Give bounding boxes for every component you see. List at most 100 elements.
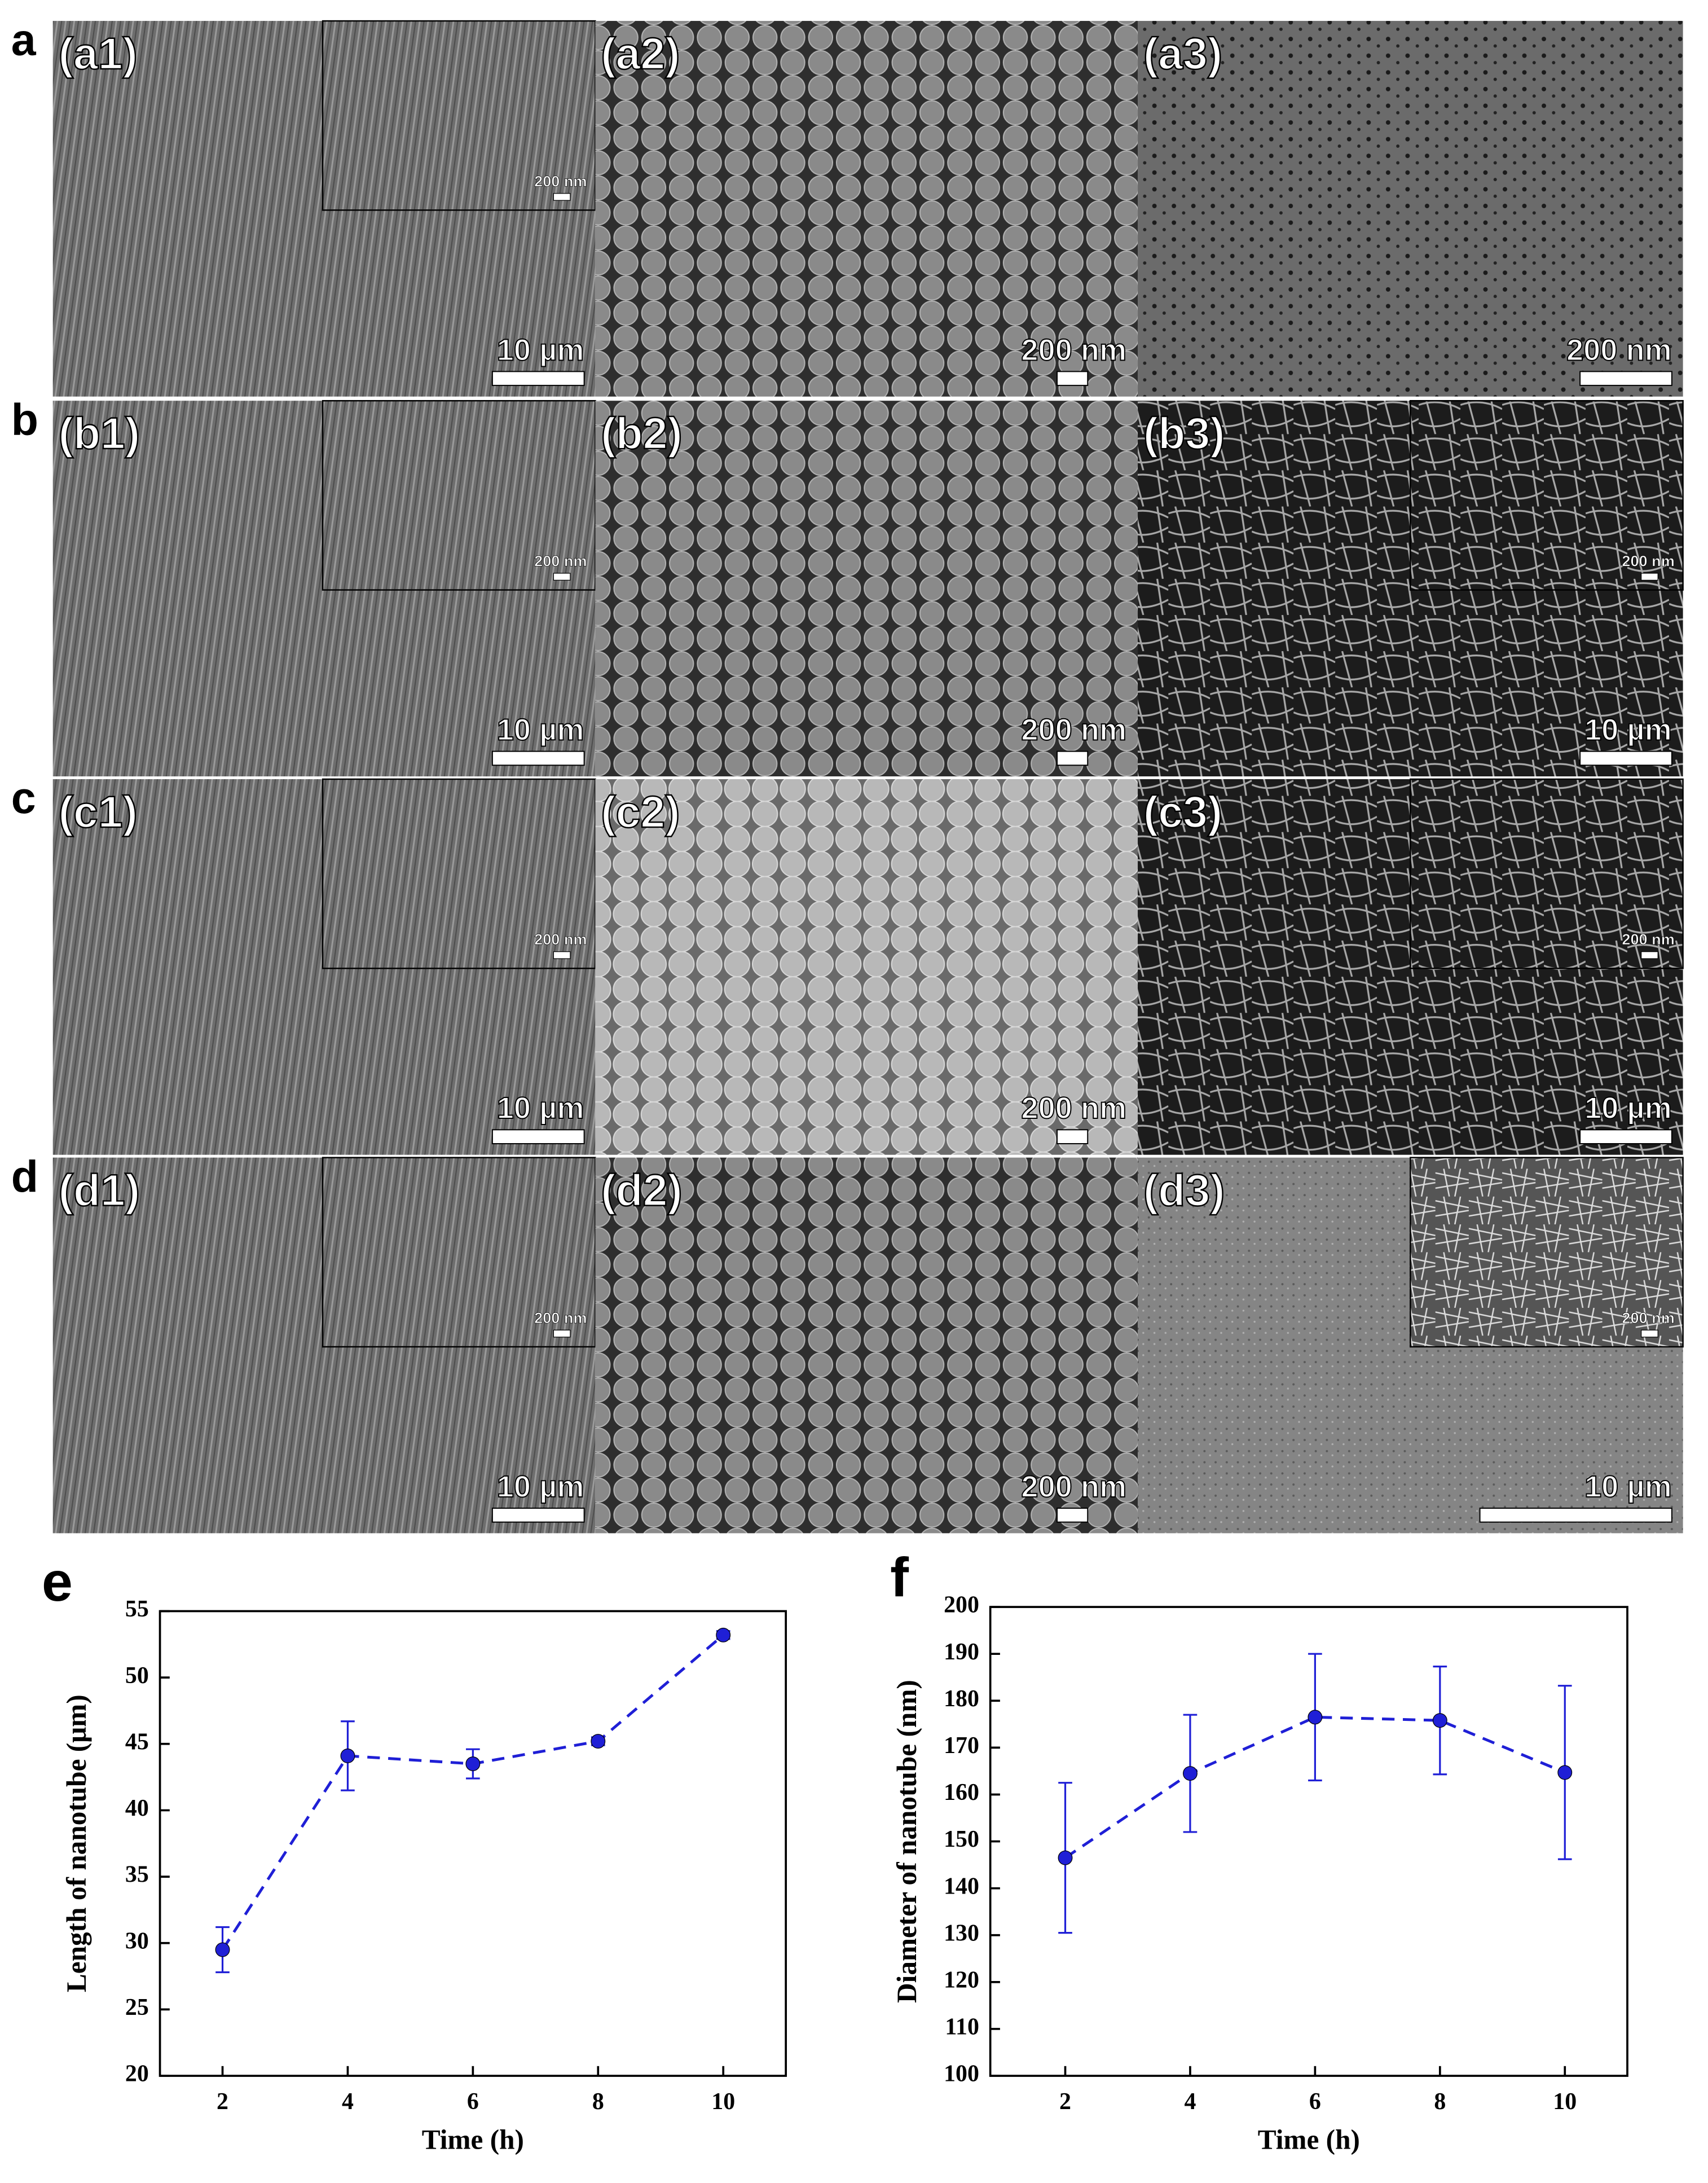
x-tick-label: 10 <box>1553 2089 1577 2115</box>
scale-bar <box>1579 750 1672 766</box>
panel-label: (c1) <box>59 787 138 837</box>
panel-label: (c3) <box>1143 787 1222 837</box>
panel-label: (b2) <box>601 409 683 458</box>
data-line <box>221 1633 724 1951</box>
y-tick-label: 180 <box>944 1686 979 1712</box>
scale-bar <box>1057 750 1089 766</box>
sem-image <box>595 1157 1138 1534</box>
scale-bar <box>1057 1129 1089 1144</box>
inset-scale-bar <box>553 951 571 959</box>
x-tick-label: 4 <box>342 2089 354 2115</box>
inset-scale-label: 200 nm <box>534 172 587 190</box>
panel-label: (b3) <box>1143 409 1225 458</box>
scale-label: 10 µm <box>497 713 584 746</box>
inset-scale-bar <box>553 1329 571 1338</box>
scale-bar <box>491 371 585 386</box>
sem-image <box>595 401 1138 776</box>
panel-label: (a2) <box>601 29 680 78</box>
y-tick-label: 100 <box>944 2061 979 2087</box>
data-point <box>340 1749 355 1763</box>
scale-label: 10 µm <box>497 333 584 367</box>
y-tick-label: 190 <box>944 1639 979 1665</box>
data-point <box>1557 1765 1573 1780</box>
y-tick-label: 45 <box>125 1729 149 1755</box>
panel-label: (d1) <box>59 1166 140 1215</box>
scale-label: 10 µm <box>1584 1470 1672 1504</box>
data-point <box>591 1734 606 1749</box>
row-letter: d <box>11 1152 38 1201</box>
scale-bar <box>491 1508 585 1523</box>
panel-label: (c2) <box>601 787 680 837</box>
scale-bar <box>1479 1508 1672 1523</box>
x-axis-label: Time (h) <box>1258 2124 1360 2155</box>
panel-letter: e <box>42 1550 73 1613</box>
x-tick-label: 2 <box>217 2089 228 2115</box>
scale-bar <box>491 1129 585 1144</box>
scale-label: 200 nm <box>1021 1091 1126 1125</box>
y-tick-label: 170 <box>944 1733 979 1759</box>
sem-inset <box>322 20 596 211</box>
sem-inset <box>1410 778 1684 969</box>
panel-letter: f <box>890 1547 909 1609</box>
panel-label: (a3) <box>1143 29 1222 78</box>
data-point <box>215 1942 230 1957</box>
x-tick-label: 4 <box>1184 2089 1196 2115</box>
y-tick-label: 35 <box>125 1862 149 1888</box>
y-tick-label: 120 <box>944 1967 979 1993</box>
inset-scale-bar <box>553 193 571 201</box>
panel-label: (b1) <box>59 409 140 458</box>
sem-inset <box>322 778 596 969</box>
y-tick-label: 140 <box>944 1873 979 1899</box>
scale-bar <box>1057 371 1089 386</box>
inset-scale-label: 200 nm <box>1622 552 1674 569</box>
row-letter: c <box>11 773 36 823</box>
scale-bar <box>1057 1508 1089 1523</box>
panel-label: (d3) <box>1143 1166 1225 1215</box>
y-tick-label: 200 <box>944 1592 979 1618</box>
x-tick-label: 8 <box>592 2089 604 2115</box>
data-point <box>1432 1713 1447 1728</box>
inset-scale-label: 200 nm <box>534 552 587 569</box>
plot-frame <box>989 1606 1628 2077</box>
row-letter: b <box>11 395 38 445</box>
x-tick-label: 6 <box>467 2089 479 2115</box>
data-point <box>1308 1710 1323 1725</box>
sem-inset <box>1410 1157 1684 1348</box>
y-tick-label: 160 <box>944 1780 979 1806</box>
scale-label: 10 µm <box>497 1091 584 1125</box>
row-letter: a <box>11 15 37 64</box>
y-tick-label: 20 <box>125 2061 149 2087</box>
inset-scale-label: 200 nm <box>534 1309 587 1327</box>
x-tick-label: 10 <box>711 2089 735 2115</box>
scale-bar <box>1579 371 1672 386</box>
y-tick-label: 25 <box>125 1995 149 2021</box>
inset-scale-bar <box>553 573 571 581</box>
sem-image <box>1138 21 1683 397</box>
x-tick-label: 2 <box>1059 2089 1071 2115</box>
y-tick-label: 40 <box>125 1795 149 1821</box>
y-tick-label: 130 <box>944 1920 979 1946</box>
plot-frame <box>159 1610 787 2077</box>
inset-scale-bar <box>1641 573 1658 581</box>
x-axis-label: Time (h) <box>422 2124 524 2155</box>
data-point <box>716 1627 731 1642</box>
sem-inset <box>322 399 596 591</box>
y-tick-label: 150 <box>944 1826 979 1852</box>
scale-label: 200 nm <box>1021 1470 1126 1504</box>
data-point <box>1058 1850 1073 1865</box>
y-tick-label: 30 <box>125 1928 149 1954</box>
y-axis-label: Length of nanotube (μm) <box>61 1694 92 1992</box>
scale-label: 10 µm <box>1584 713 1672 746</box>
panel-label: (a1) <box>59 29 138 78</box>
data-point <box>465 1756 481 1772</box>
sem-image <box>595 779 1138 1155</box>
scale-bar <box>1579 1129 1672 1144</box>
sem-inset <box>322 1157 596 1348</box>
panel-label: (d2) <box>601 1166 683 1215</box>
y-tick-label: 55 <box>125 1596 149 1622</box>
inset-scale-label: 200 nm <box>1622 1309 1674 1327</box>
sem-image <box>595 21 1138 397</box>
x-tick-label: 8 <box>1434 2089 1446 2115</box>
